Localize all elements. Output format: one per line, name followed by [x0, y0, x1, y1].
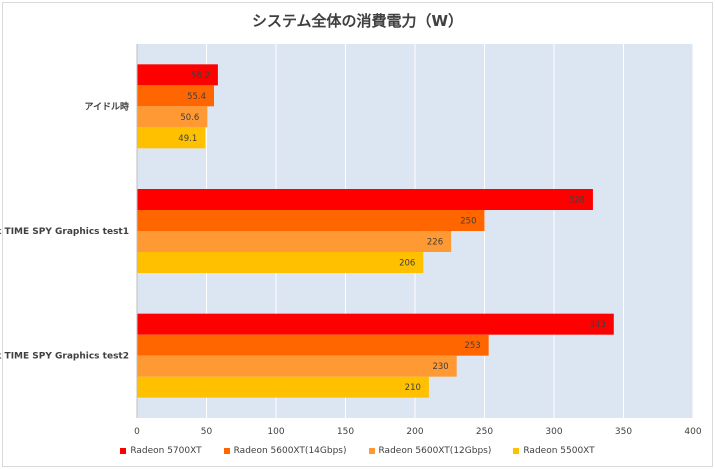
- data-label-2-3: 210: [405, 383, 421, 393]
- data-label-2-1: 253: [464, 341, 480, 351]
- legend-swatch-2: [368, 448, 375, 454]
- data-label-0-3: 49.1: [178, 134, 197, 144]
- data-label-2-2: 230: [432, 362, 448, 372]
- bar-2-1: [137, 334, 489, 356]
- x-tick-label-3: 150: [337, 427, 354, 437]
- legend-swatch-3: [513, 448, 520, 454]
- x-tick-label-4: 200: [406, 427, 423, 437]
- bar-1-2: [137, 231, 452, 252]
- legend-item-2: Radeon 5600XT(12Gbps): [368, 446, 492, 456]
- legend-swatch-1: [223, 448, 230, 454]
- legend-label-1: Radeon 5600XT(14Gbps): [233, 446, 347, 456]
- legend-label-3: Radeon 5500XT: [523, 446, 595, 456]
- category-label-2: 3DMark TIME SPY Graphics test2: [0, 352, 129, 362]
- chart-title: システム全体の消費電力（W）: [251, 12, 464, 30]
- data-label-0-1: 55.4: [187, 92, 206, 102]
- x-tick-label-1: 50: [201, 427, 213, 437]
- category-label-0: アイドル時: [84, 100, 129, 112]
- legend-label-0: Radeon 5700XT: [130, 446, 202, 456]
- data-label-0-0: 58.2: [191, 71, 210, 81]
- bar-2-2: [137, 355, 457, 377]
- data-label-1-1: 250: [460, 217, 476, 227]
- data-label-1-0: 328: [569, 196, 585, 206]
- legend: Radeon 5700XT Radeon 5600XT(14Gbps) Radeon…: [0, 446, 715, 456]
- category-label-1: 3DMark TIME SPY Graphics test1: [0, 227, 129, 237]
- x-tick-label-5: 250: [476, 427, 493, 437]
- bar-2-3: [137, 376, 429, 398]
- x-tick-label-2: 100: [267, 427, 284, 437]
- legend-item-1: Radeon 5600XT(14Gbps): [223, 446, 347, 456]
- legend-item-3: Radeon 5500XT: [513, 446, 595, 456]
- bar-0-0: [137, 64, 218, 86]
- data-label-2-0: 343: [590, 320, 606, 330]
- x-tick-label-8: 400: [684, 427, 701, 437]
- data-label-0-2: 50.6: [180, 113, 199, 123]
- bar-1-1: [137, 210, 485, 231]
- bar-0-1: [137, 85, 215, 107]
- bar-0-3: [137, 127, 206, 149]
- legend-label-2: Radeon 5600XT(12Gbps): [378, 446, 492, 456]
- bar-1-3: [137, 252, 424, 273]
- bar-2-0: [137, 313, 614, 335]
- bar-1-0: [137, 189, 593, 210]
- legend-swatch-0: [120, 448, 127, 454]
- legend-item-0: Radeon 5700XT: [120, 446, 202, 456]
- x-tick-label-7: 350: [615, 427, 632, 437]
- data-label-1-2: 226: [427, 238, 443, 248]
- bar-0-2: [137, 106, 208, 128]
- data-label-1-3: 206: [399, 259, 415, 269]
- x-tick-label-0: 0: [134, 427, 140, 437]
- x-tick-label-6: 300: [545, 427, 562, 437]
